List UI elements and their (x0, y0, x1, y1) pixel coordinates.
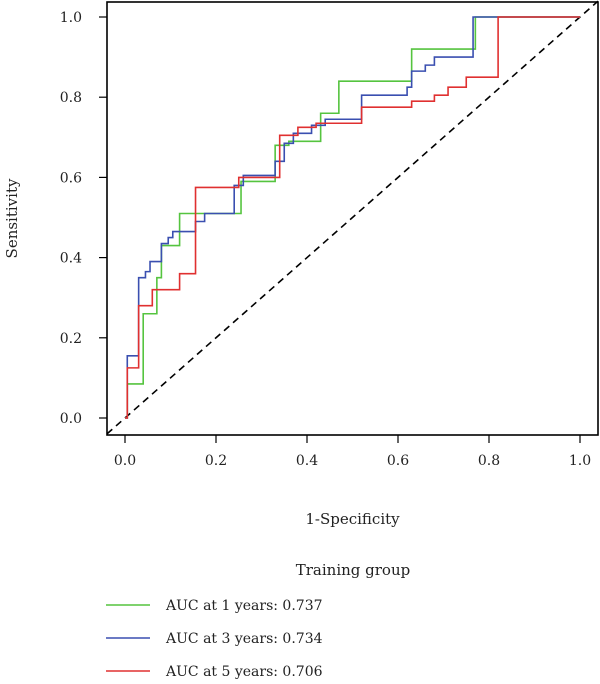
legend-entry-3: AUC at 5 years: 0.706 (165, 664, 323, 680)
y-tick-label: 0.2 (60, 331, 82, 347)
y-tick-label: 0.0 (60, 411, 82, 427)
y-tick-label: 0.8 (60, 90, 82, 106)
x-tick-label: 0.0 (114, 453, 136, 469)
x-axis: 0.0 0.2 0.4 0.6 0.8 1.0 (114, 435, 591, 469)
y-axis: 0.0 0.2 0.4 0.6 0.8 1.0 (60, 10, 107, 427)
legend-entry-2: AUC at 3 years: 0.734 (165, 631, 323, 647)
x-axis-label: 1-Specificity (305, 510, 400, 528)
legend-title: Training group (296, 561, 410, 579)
series-line-3 (125, 16, 580, 419)
plot-area (106, 0, 599, 436)
legend: AUC at 1 years: 0.737 AUC at 3 years: 0.7… (106, 598, 323, 680)
plot-frame (106, 1, 599, 436)
x-tick-label: 0.2 (205, 453, 227, 469)
y-tick-label: 0.4 (60, 251, 82, 267)
x-tick-label: 1.0 (569, 453, 591, 469)
series-line-1 (125, 16, 580, 419)
series-line-2 (125, 16, 580, 419)
series-layer (125, 16, 580, 419)
y-tick-label: 1.0 (60, 10, 82, 26)
x-tick-label: 0.4 (296, 453, 318, 469)
y-tick-label: 0.6 (60, 170, 82, 186)
diagonal-reference-line (106, 0, 599, 435)
y-axis-label: Sensitivity (3, 178, 21, 258)
legend-entry-1: AUC at 1 years: 0.737 (165, 598, 323, 614)
x-tick-label: 0.8 (478, 453, 500, 469)
x-tick-label: 0.6 (387, 453, 409, 469)
